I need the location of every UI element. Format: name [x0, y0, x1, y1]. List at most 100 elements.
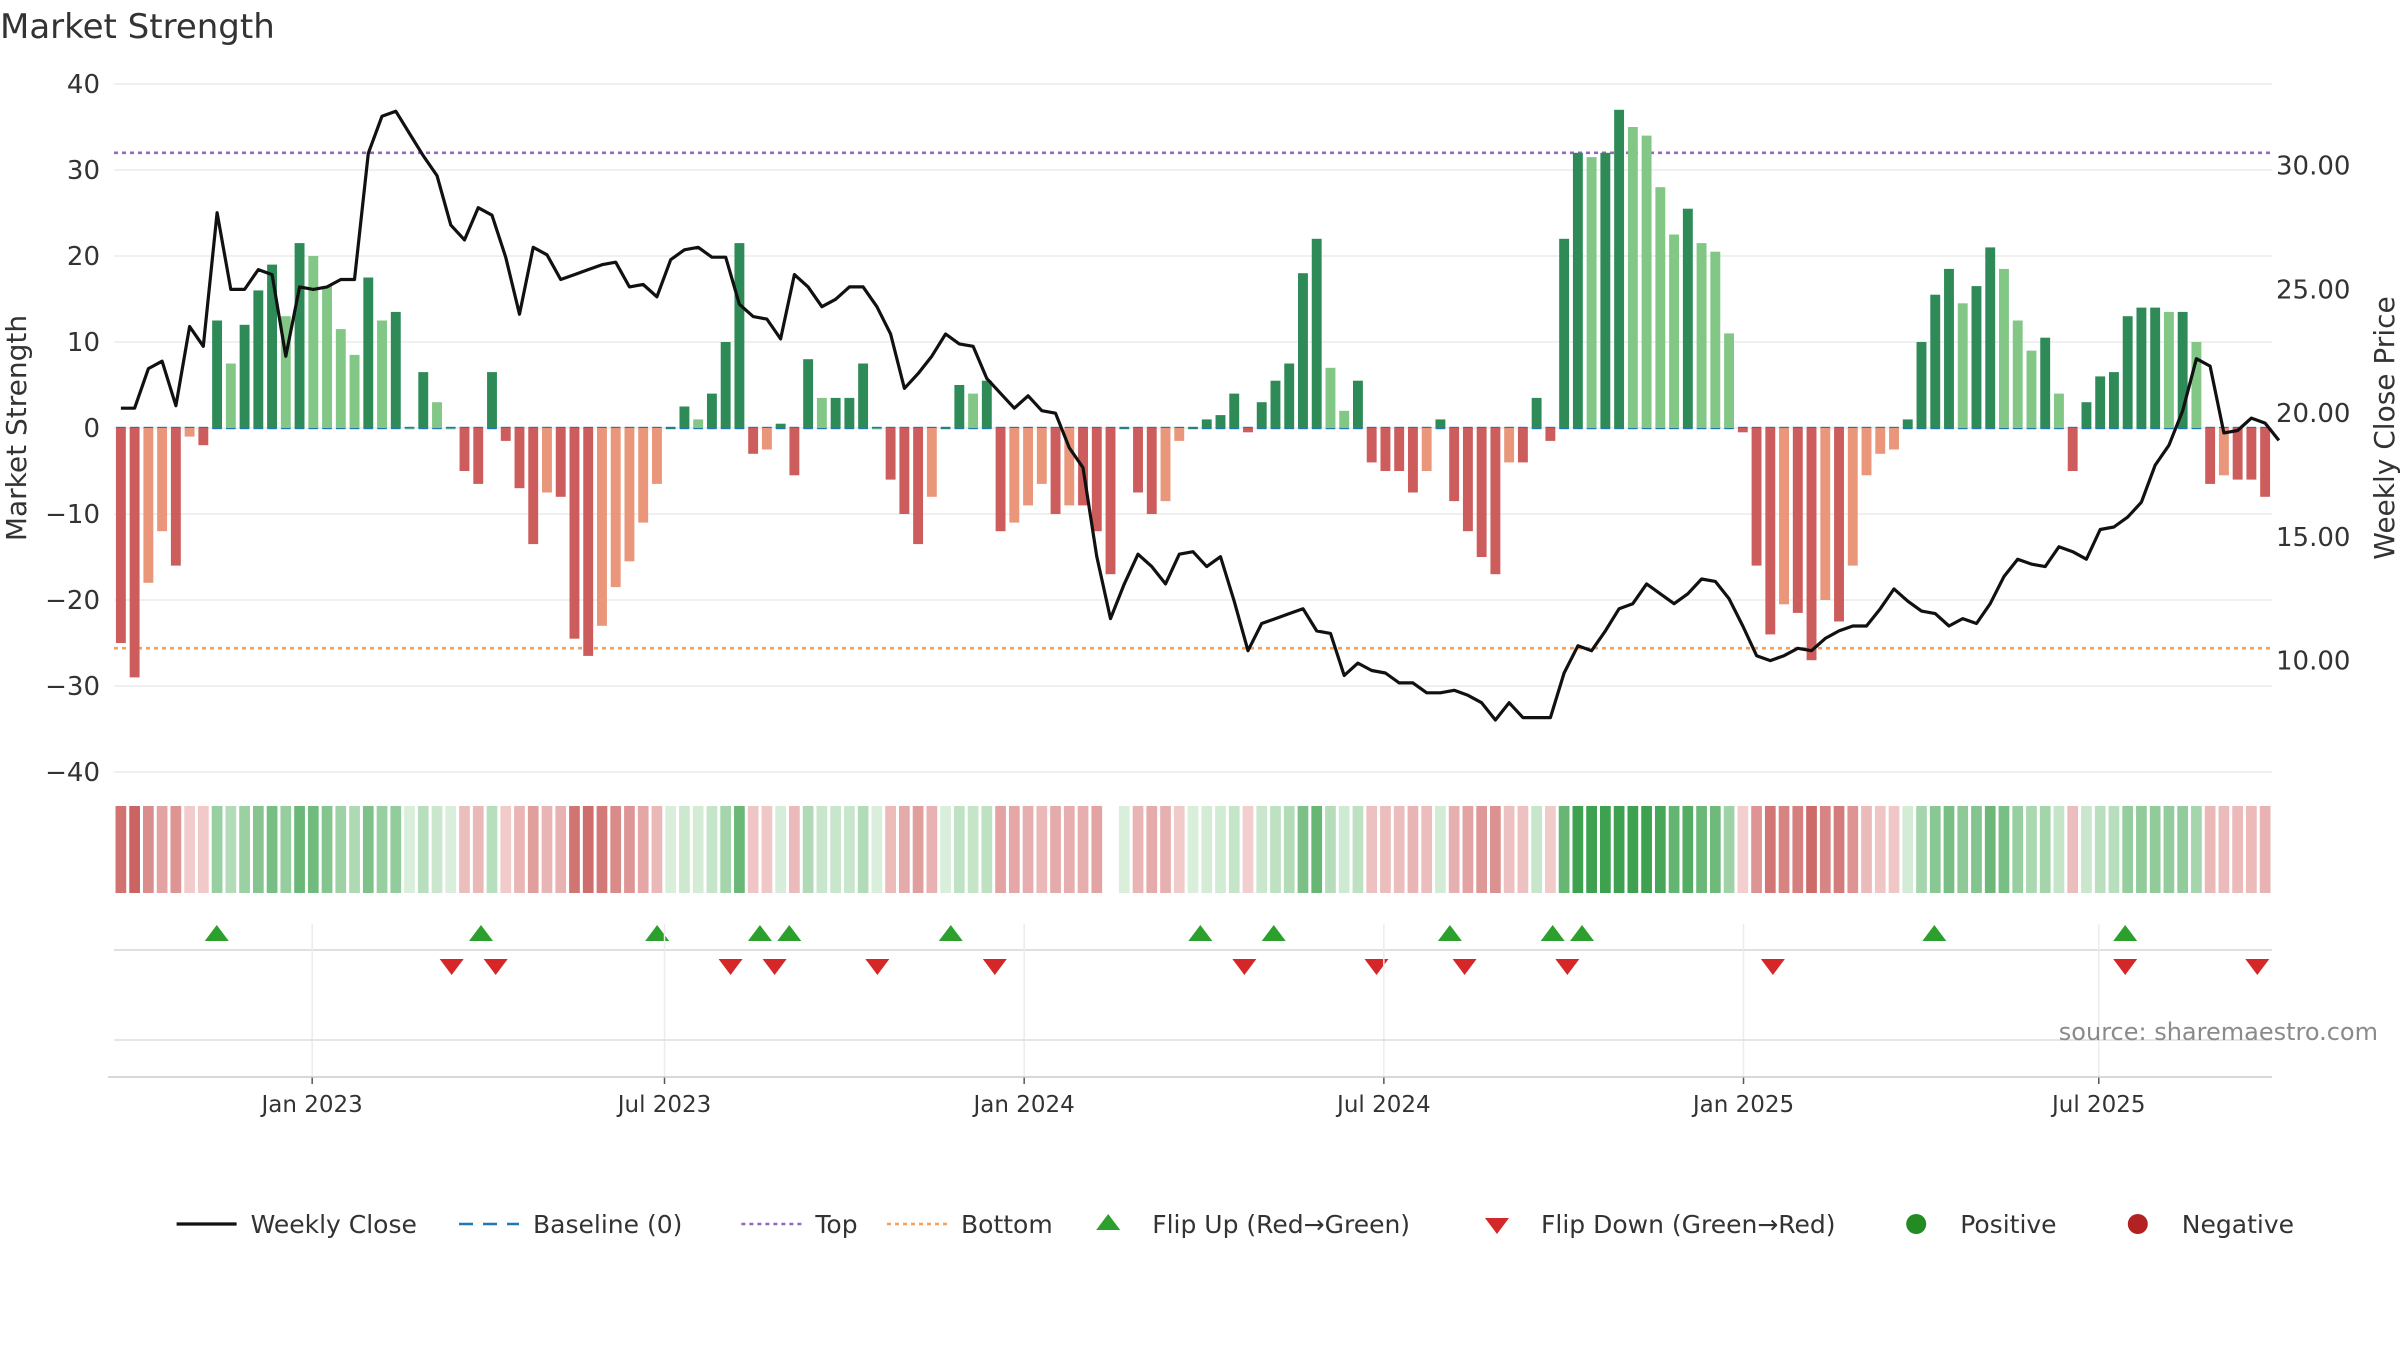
strength-bar: [1504, 428, 1515, 463]
y2-axis-label: Weekly Close Price: [2368, 296, 2400, 559]
heat-cell: [376, 806, 388, 893]
heat-cell: [1971, 806, 1982, 893]
strength-bar: [638, 428, 649, 523]
strength-bar: [1985, 247, 1996, 428]
heat-cell: [211, 806, 223, 893]
strength-bar: [349, 354, 360, 428]
weekly-close-line: [120, 109, 2281, 722]
strength-bar: [1009, 428, 1020, 523]
strength-bar: [267, 264, 278, 428]
strength-bar: [1971, 286, 1982, 428]
axes: −40 −30 −20 −10 0 10 20 30 40 10.00 15.00 20.00 25.0…: [45, 70, 2350, 788]
heat-cell: [2136, 806, 2147, 893]
strength-bar: [1847, 428, 1858, 566]
heat-cell: [239, 806, 250, 893]
strength-bar: [1394, 428, 1405, 471]
strength-bar: [1614, 109, 1625, 429]
strength-bar: [789, 428, 800, 476]
heat-cell: [1091, 806, 1103, 893]
strength-bar: [1916, 342, 1927, 428]
heat-cell: [2149, 806, 2161, 893]
x-tick-label: Jan 2024: [972, 1092, 1075, 1118]
heat-cell: [747, 806, 759, 893]
y2-tick-label: 10.00: [2276, 647, 2350, 677]
heat-cell: [1654, 806, 1666, 893]
heat-cell: [404, 806, 415, 893]
heat-cell: [789, 806, 800, 893]
legend-label: Negative: [2182, 1210, 2294, 1239]
strength-bar: [2177, 311, 2188, 428]
heat-cell: [940, 806, 951, 893]
heat-cell: [1586, 806, 1597, 893]
strength-bar: [913, 428, 924, 545]
strength-bar: [2040, 337, 2051, 428]
flip-down-marker: [982, 959, 1007, 975]
strength-bar: [954, 385, 965, 428]
strength-bar: [1476, 428, 1487, 557]
heat-cell: [1517, 806, 1529, 893]
strength-bar: [2012, 320, 2023, 428]
heat-cell: [500, 806, 512, 893]
strength-bar: [2122, 316, 2133, 428]
strength-bar: [679, 406, 690, 428]
heat-cell: [1380, 806, 1391, 893]
strength-bar: [2246, 428, 2257, 480]
heat-cell: [1833, 806, 1845, 893]
flip-up-marker: [1570, 925, 1595, 941]
flip-up-marker: [2113, 925, 2138, 941]
strength-bar: [1036, 428, 1047, 484]
heat-cell: [596, 806, 608, 893]
heat-cell: [1778, 806, 1790, 893]
strength-bar: [1737, 428, 1748, 433]
heat-cell: [390, 806, 402, 893]
strength-bar: [1930, 294, 1941, 428]
strength-bar: [239, 324, 250, 428]
heat-cell: [1421, 806, 1433, 893]
strength-bar: [184, 428, 195, 437]
heat-cell: [1146, 806, 1158, 893]
y-tick-label: −20: [45, 586, 100, 616]
heat-cell: [1242, 806, 1254, 893]
heat-cell: [2094, 806, 2106, 893]
heat-cell: [898, 806, 910, 893]
strength-bar: [1243, 428, 1253, 433]
strength-bar: [335, 329, 346, 428]
heat-cell: [1228, 806, 1240, 893]
flip-up-marker: [1188, 925, 1213, 941]
legend-item-weekly-close: Weekly Close: [176, 1210, 417, 1239]
heat-cell: [1531, 806, 1542, 893]
strength-bar: [761, 428, 772, 450]
heat-cell: [156, 806, 168, 893]
strength-bar: [2067, 428, 2078, 471]
heat-cell: [1819, 806, 1831, 893]
flip-up-marker: [1540, 925, 1565, 941]
strength-bar: [212, 320, 223, 428]
heat-cell: [857, 806, 869, 893]
flip-up-marker: [1922, 925, 1947, 941]
heat-cell: [459, 806, 470, 893]
strength-bar: [2205, 428, 2216, 484]
y-tick-label: −10: [45, 500, 100, 530]
strength-bar: [803, 359, 814, 428]
heat-cell: [1902, 806, 1914, 893]
heat-cell: [335, 806, 347, 893]
heat-cell: [266, 806, 278, 893]
heat-cell: [1929, 806, 1941, 893]
heat-cell: [1311, 806, 1323, 893]
strength-bar: [528, 428, 539, 545]
strength-bar: [1669, 234, 1680, 428]
strength-bar: [583, 428, 594, 656]
legend-item-bottom: Bottom: [887, 1210, 1053, 1239]
strength-bar: [1146, 428, 1157, 514]
heat-cell: [1627, 806, 1639, 893]
heat-cell: [1916, 806, 1927, 893]
heat-cell: [1270, 806, 1281, 893]
flip-down-marker: [439, 959, 464, 975]
strength-bar: [198, 428, 209, 446]
strength-bar: [830, 397, 841, 428]
heat-cell: [445, 806, 457, 893]
heat-cell: [1613, 806, 1625, 893]
legend-swatch: [1485, 1218, 1509, 1234]
strength-bar: [2191, 342, 2202, 428]
heat-cell: [802, 806, 814, 893]
